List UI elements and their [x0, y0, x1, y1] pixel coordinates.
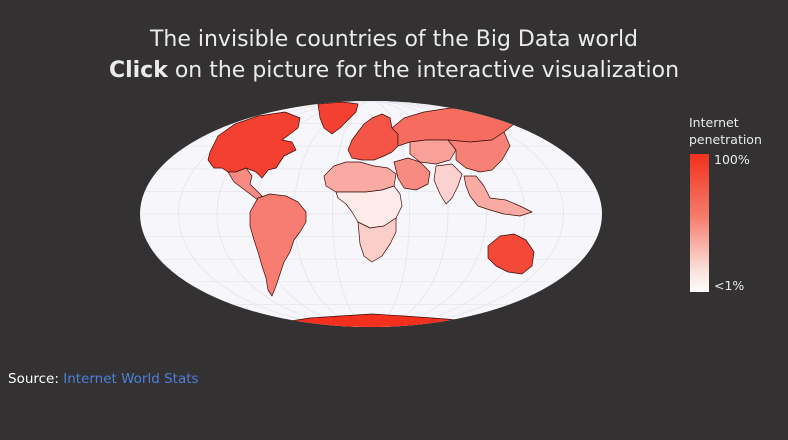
region-greenland[interactable] — [317, 101, 359, 135]
region-north-america[interactable] — [207, 111, 301, 179]
source-link[interactable]: Internet World Stats — [63, 371, 199, 387]
region-central-asia[interactable] — [409, 139, 457, 165]
legend-min-label: <1% — [714, 278, 745, 293]
region-south-america[interactable] — [249, 193, 307, 297]
region-east-asia[interactable] — [447, 131, 511, 173]
region-southeast-asia[interactable] — [463, 175, 533, 217]
title-line-2: Click on the picture for the interactive… — [0, 55, 788, 86]
legend-max-label: 100% — [714, 152, 750, 167]
legend-title: Internet penetration — [689, 115, 762, 147]
source-line: Source: Internet World Stats — [8, 371, 199, 387]
title-line-1: The invisible countries of the Big Data … — [149, 27, 639, 52]
region-southern-africa[interactable] — [357, 217, 397, 263]
region-middle-east[interactable] — [393, 157, 431, 191]
map-title: The invisible countries of the Big Data … — [0, 24, 788, 86]
source-label: Source: — [8, 371, 64, 387]
legend-color-bar — [690, 154, 709, 292]
region-south-asia[interactable] — [433, 163, 463, 205]
title-click-word: Click — [108, 58, 168, 83]
title-line-2-rest: on the picture for the interactive visua… — [167, 58, 680, 83]
region-central-america[interactable] — [227, 167, 263, 201]
region-australia[interactable] — [487, 233, 535, 275]
